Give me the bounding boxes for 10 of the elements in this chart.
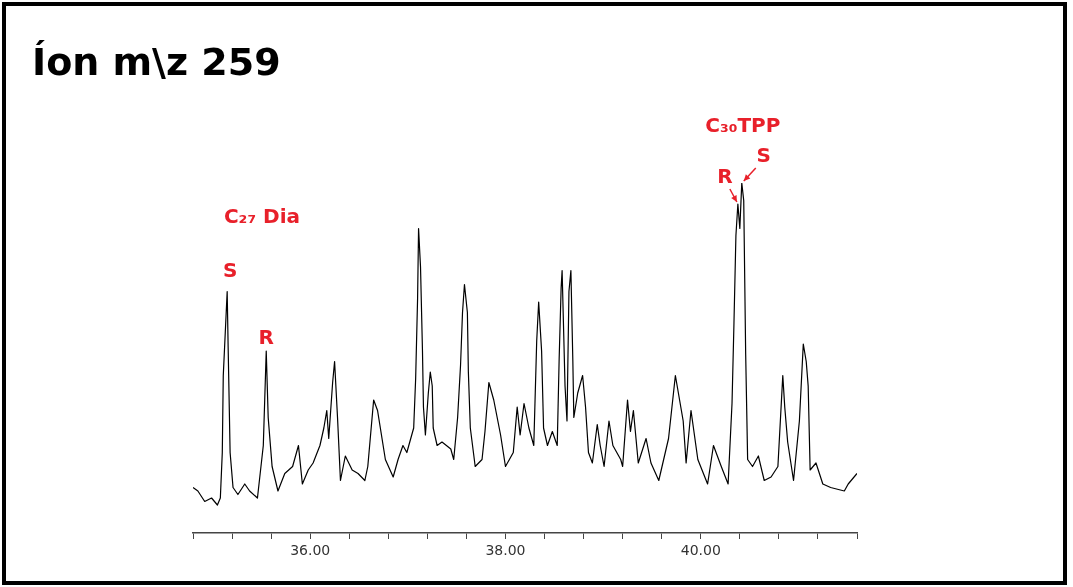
chart-title: Íon m\z 259 — [32, 40, 281, 84]
x-tick-label: 40.00 — [680, 542, 721, 559]
annotation: R — [717, 164, 733, 189]
annotation: R — [258, 325, 274, 350]
x-tick-label: 36.00 — [290, 542, 331, 559]
annotation: C₂₇ Dia — [223, 204, 301, 229]
annotation: C₃₀TPP — [705, 113, 781, 138]
annotation: S — [756, 143, 771, 168]
x-tick-label: 38.00 — [485, 542, 526, 559]
annotation: S — [222, 257, 238, 282]
